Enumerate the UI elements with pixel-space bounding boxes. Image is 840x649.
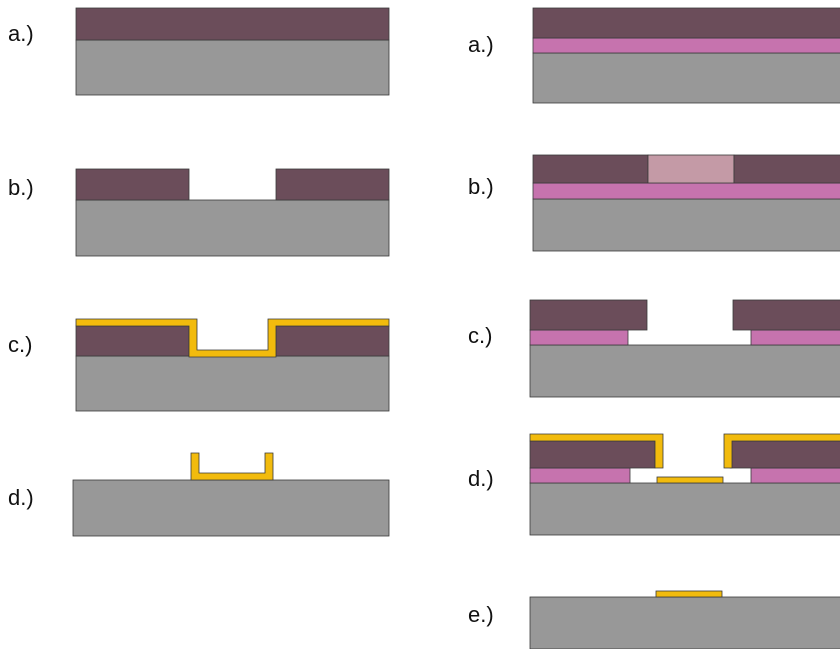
underlayer-resist [532, 37, 840, 54]
substrate-layer [72, 479, 390, 537]
left-step-c-label: c.) [8, 332, 32, 357]
underlayer-left-undercut [529, 329, 629, 346]
left-step-b-label: b.) [8, 175, 34, 200]
photoresist-right-block [275, 325, 390, 357]
substrate-layer [529, 596, 840, 649]
right-step-a: a.) [468, 7, 840, 104]
underlayer-left-undercut [529, 467, 631, 484]
right-step-d: d.) [468, 433, 840, 536]
right-step-e: e.) [468, 590, 840, 649]
photoresist-left-block [75, 168, 190, 201]
final-metal-pattern [655, 590, 723, 598]
substrate-layer [532, 198, 840, 252]
photoresist-layer [532, 7, 840, 39]
photoresist-right-block [729, 440, 840, 469]
right-step-e-label: e.) [468, 602, 494, 627]
photoresist-left-block [532, 154, 649, 184]
photoresist-right-block [733, 154, 840, 184]
photoresist-left-block [75, 325, 190, 357]
left-step-a-label: a.) [8, 21, 34, 46]
metal-remaining-trench-deposit [190, 452, 274, 481]
substrate-layer [529, 482, 840, 536]
metal-film-on-right-resist [723, 433, 840, 469]
right-step-d-label: d.) [468, 466, 494, 491]
substrate-layer [529, 344, 840, 398]
underlayer-right-undercut [750, 329, 840, 346]
left-step-c: c.) [8, 318, 390, 412]
substrate-layer [532, 52, 840, 104]
photoresist-left-block [529, 299, 648, 331]
substrate-layer [75, 39, 390, 96]
photoresist-layer [75, 7, 390, 41]
exposed-resist-region [647, 154, 735, 184]
photoresist-right-block [732, 299, 840, 331]
left-step-d: d.) [8, 452, 390, 537]
metal-film-on-left-resist [529, 433, 664, 469]
underlayer-resist [532, 182, 840, 200]
substrate-layer [75, 355, 390, 412]
substrate-layer [75, 199, 390, 257]
metal-deposit-on-substrate [656, 476, 724, 484]
photoresist-right-block [275, 168, 390, 201]
left-step-b: b.) [8, 168, 390, 257]
left-step-d-label: d.) [8, 485, 34, 510]
right-step-c: c.) [468, 299, 840, 398]
photoresist-left-block [529, 440, 656, 469]
left-step-a: a.) [8, 7, 390, 96]
right-step-a-label: a.) [468, 32, 494, 57]
right-step-c-label: c.) [468, 323, 492, 348]
right-step-b-label: b.) [468, 174, 494, 199]
right-step-b: b.) [468, 154, 840, 252]
underlayer-right-undercut [750, 467, 840, 484]
metal-film-conformal [75, 318, 390, 358]
